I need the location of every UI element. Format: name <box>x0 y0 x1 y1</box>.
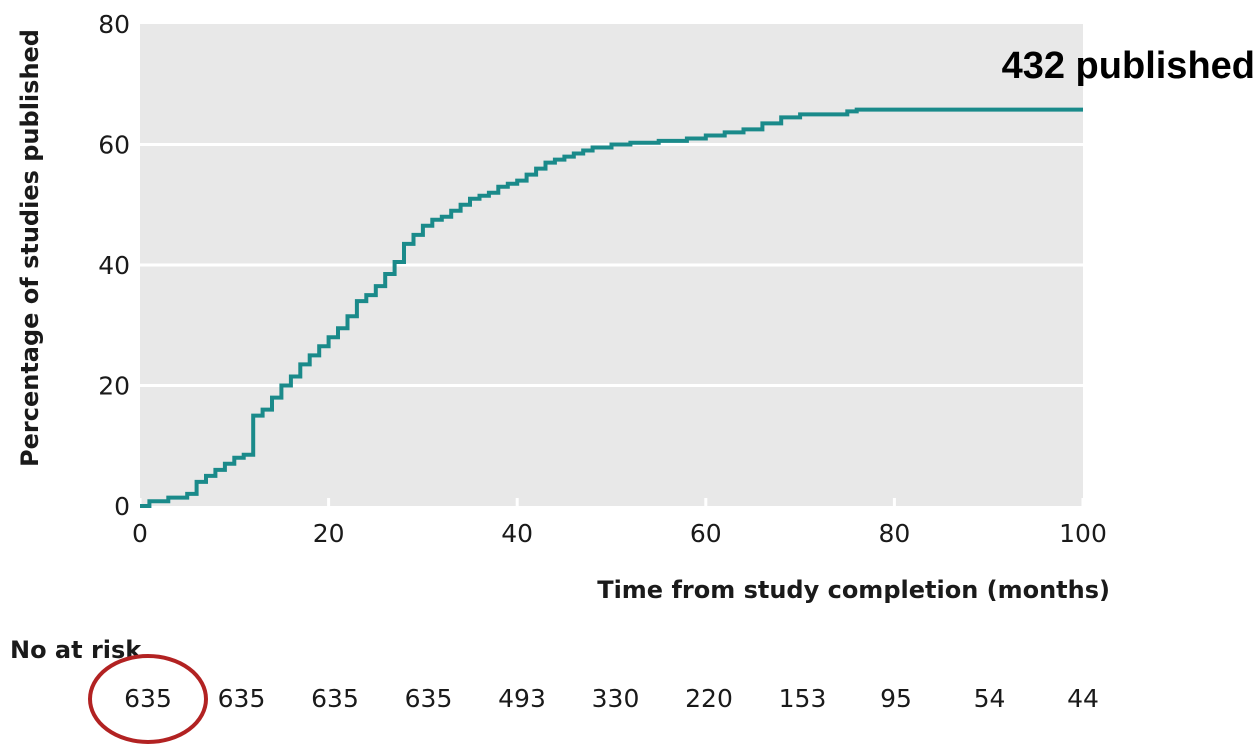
y-axis-ticks: 0 20 40 60 80 <box>98 10 130 521</box>
risk-value: 153 <box>779 684 827 713</box>
risk-value: 493 <box>498 684 546 713</box>
x-tick-label: 0 <box>132 519 148 548</box>
y-tick-label: 0 <box>114 492 130 521</box>
risk-value: 44 <box>1067 684 1099 713</box>
y-tick-label: 20 <box>98 372 130 401</box>
risk-value: 54 <box>974 684 1006 713</box>
y-axis-title: Percentage of studies published <box>16 29 44 467</box>
risk-value: 635 <box>218 684 266 713</box>
x-axis-title: Time from study completion (months) <box>597 576 1110 604</box>
y-tick-label: 80 <box>98 10 130 39</box>
x-tick-label: 20 <box>313 519 345 548</box>
x-tick-label: 40 <box>501 519 533 548</box>
risk-value: 635 <box>124 684 172 713</box>
publication-curve <box>140 107 1083 508</box>
risk-table-values: 635 635 635 635 493 330 220 153 95 54 44 <box>124 684 1099 713</box>
risk-value: 220 <box>685 684 733 713</box>
y-tick-label: 40 <box>98 251 130 280</box>
risk-value: 95 <box>880 684 912 713</box>
x-tick-label: 60 <box>690 519 722 548</box>
risk-value: 635 <box>405 684 453 713</box>
highlight-circle <box>88 654 208 744</box>
x-tick-label: 100 <box>1059 519 1107 548</box>
x-tick-label: 80 <box>878 519 910 548</box>
annotation-published: 432 published <box>1002 45 1255 87</box>
risk-value: 330 <box>592 684 640 713</box>
risk-value: 635 <box>311 684 359 713</box>
x-axis-ticks: 0 20 40 60 80 100 <box>132 498 1107 548</box>
y-tick-label: 60 <box>98 131 130 160</box>
